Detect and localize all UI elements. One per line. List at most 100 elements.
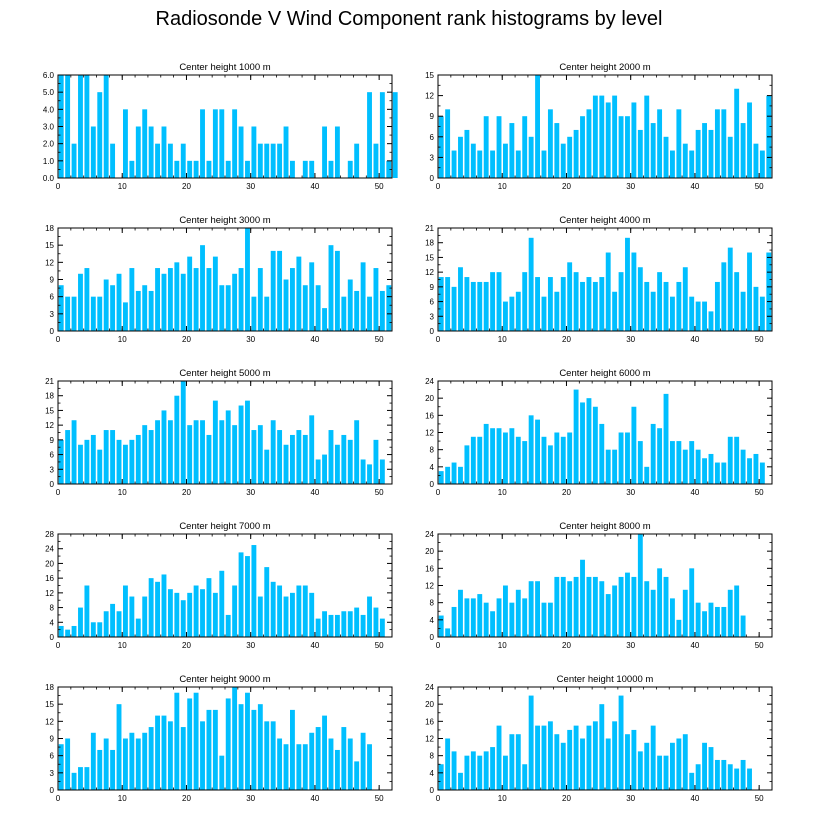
bar [670, 441, 675, 484]
x-tick-label: 0 [436, 794, 441, 803]
bar [315, 285, 321, 331]
bar [702, 611, 707, 637]
bar [740, 449, 746, 484]
bar [445, 628, 451, 637]
bar [373, 607, 379, 637]
y-tick-label: 9 [430, 283, 435, 292]
bar [155, 715, 160, 790]
bar [682, 267, 688, 331]
bar [257, 425, 263, 484]
bar [167, 143, 173, 178]
bar [347, 611, 353, 637]
bar [599, 95, 605, 178]
bar [740, 123, 746, 178]
y-tick-label: 9 [50, 436, 55, 445]
bar [296, 585, 302, 637]
bar [277, 250, 283, 331]
bar [515, 291, 521, 331]
bar [612, 291, 618, 331]
bar [341, 434, 347, 484]
bar [347, 279, 353, 331]
bar [451, 462, 457, 484]
bar [535, 419, 540, 484]
x-tick-label: 40 [310, 641, 319, 650]
bar [625, 734, 630, 790]
bar [174, 592, 180, 637]
bar [695, 129, 701, 178]
x-tick-label: 0 [56, 641, 61, 650]
x-tick-label: 30 [626, 641, 635, 650]
y-tick-label: 9 [50, 276, 55, 285]
bar [637, 267, 643, 331]
y-tick-label: 12 [425, 429, 434, 438]
bar [379, 618, 385, 637]
bar [657, 428, 663, 484]
bar [161, 273, 167, 331]
y-tick-label: 8 [50, 604, 55, 613]
panel-9: Center height 9000 m 0 10 20 30 40 50 0 3 6 9 12 15 1… [45, 674, 393, 803]
bar [264, 449, 270, 484]
bar [438, 116, 444, 178]
bar [663, 576, 669, 637]
bar [174, 692, 180, 790]
bar [367, 596, 372, 637]
y-tick-label: 16 [425, 564, 434, 573]
bar [522, 116, 528, 178]
y-tick-label: 18 [45, 392, 54, 401]
y-tick-label: 0 [430, 327, 435, 336]
bar [535, 75, 540, 178]
bar [682, 589, 688, 637]
bar [334, 749, 340, 790]
panel-title: Center height 1000 m [179, 62, 270, 73]
bar [727, 436, 733, 484]
bar [509, 734, 515, 790]
bar [135, 738, 141, 790]
y-tick-label: 12 [425, 92, 434, 101]
bar [605, 102, 611, 178]
bar [283, 279, 289, 331]
bar [573, 576, 579, 637]
bar [232, 687, 238, 790]
bar [148, 578, 154, 637]
y-tick-label: 20 [425, 394, 434, 403]
bar [747, 102, 752, 178]
bar [78, 607, 83, 637]
y-tick-label: 6 [50, 293, 55, 302]
bar [347, 738, 353, 790]
bar [586, 277, 592, 331]
bar [657, 109, 663, 178]
bar [373, 143, 379, 178]
x-tick-label: 40 [310, 488, 319, 497]
panel-title: Center height 6000 m [559, 368, 650, 379]
bar [277, 738, 283, 790]
y-tick-label: 4 [50, 618, 55, 627]
bar [277, 585, 283, 637]
bar [302, 744, 308, 790]
bar [148, 126, 154, 178]
x-tick-label: 10 [118, 641, 127, 650]
bar [367, 464, 372, 484]
x-tick-label: 20 [562, 641, 571, 650]
bar [464, 598, 470, 637]
bar [123, 109, 128, 178]
bar [586, 109, 592, 178]
x-tick-label: 0 [56, 794, 61, 803]
bar [650, 589, 656, 637]
bar [451, 751, 457, 790]
bar [90, 622, 96, 637]
bar [657, 568, 663, 637]
bar [347, 439, 353, 484]
bar [605, 252, 611, 331]
bar [522, 441, 528, 484]
bar [721, 759, 727, 790]
bar [657, 755, 663, 790]
bar [264, 567, 270, 637]
bar [592, 721, 598, 790]
bar [573, 389, 579, 484]
x-tick-label: 0 [436, 641, 441, 650]
bar [599, 581, 605, 637]
bar [58, 744, 64, 790]
bar [721, 109, 727, 178]
bar [592, 95, 598, 178]
bar [65, 296, 71, 331]
